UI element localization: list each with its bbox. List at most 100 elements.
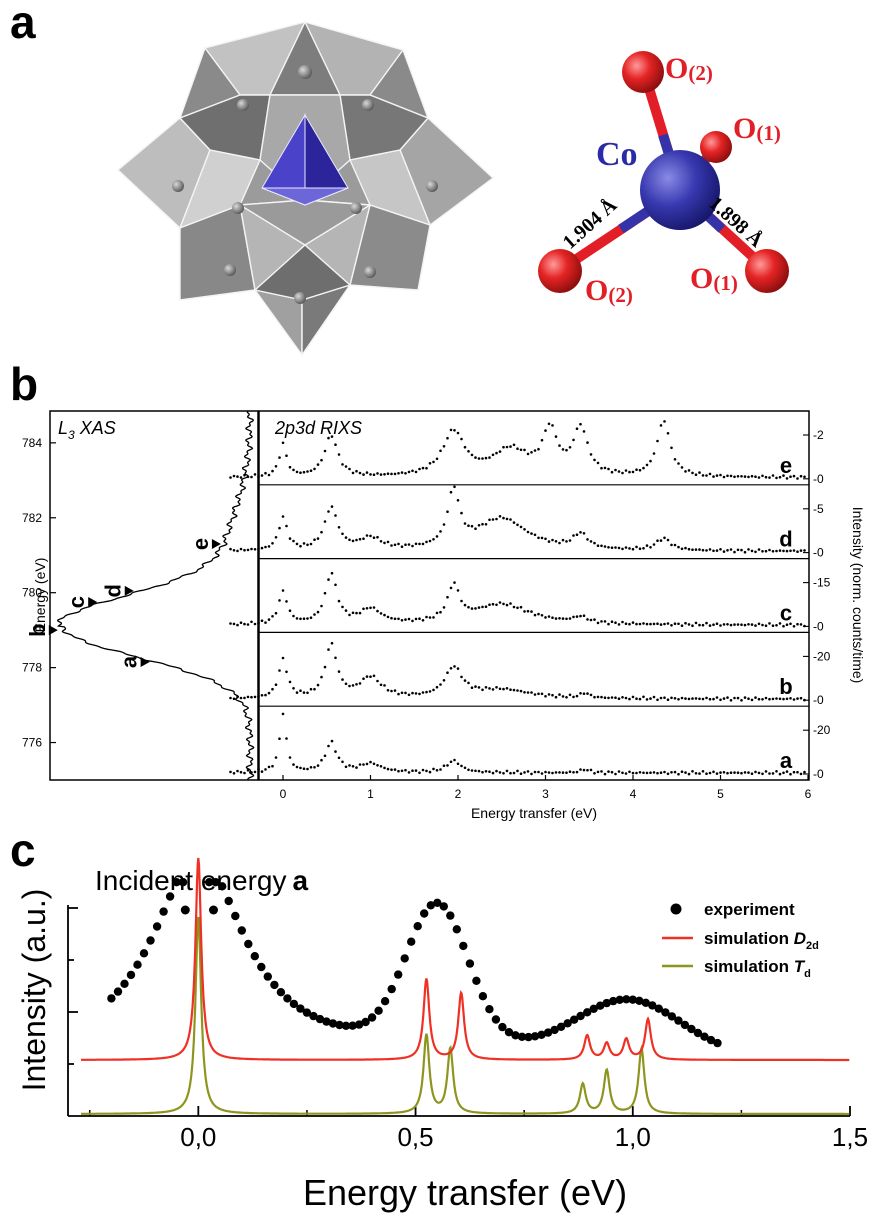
rixs-point — [425, 690, 428, 694]
rixs-point — [274, 683, 278, 686]
rixs-point — [540, 438, 544, 442]
rixs-point — [607, 546, 610, 549]
rixs-point — [568, 693, 572, 697]
rixs-point — [537, 447, 540, 451]
rixs-point — [299, 689, 302, 692]
rixs-point — [575, 427, 579, 431]
rixs-point — [799, 549, 803, 552]
rixs-point — [712, 549, 715, 553]
rixs-point — [701, 770, 705, 773]
rixs-point — [785, 477, 789, 480]
rixs-point — [509, 602, 512, 605]
rixs-point — [302, 542, 306, 545]
rixs-point — [481, 605, 484, 609]
rixs-point — [488, 687, 491, 690]
rixs-point — [239, 547, 243, 551]
rixs-point — [715, 549, 719, 552]
rixs-point — [729, 771, 733, 774]
panel-label-a: a — [10, 0, 36, 48]
rixs-point — [404, 768, 407, 772]
rixs-point — [782, 474, 785, 477]
experiment-point — [517, 1032, 527, 1042]
rixs-point — [456, 431, 460, 435]
rixs-point — [313, 538, 316, 541]
rixs-point — [726, 549, 729, 552]
rixs-point — [691, 770, 694, 773]
experiment-point — [485, 1005, 494, 1014]
rixs-point — [285, 454, 288, 458]
rixs-point — [271, 764, 274, 768]
rixs-point — [407, 771, 411, 774]
rixs-point — [341, 605, 344, 609]
rixs-point — [435, 457, 439, 461]
rixs-point — [635, 622, 638, 626]
rixs-point — [302, 470, 306, 474]
rixs-point — [229, 770, 232, 774]
rixs-point — [232, 622, 236, 626]
rixs-point — [778, 622, 782, 625]
rixs-point — [400, 619, 404, 622]
xas-frame — [49, 410, 259, 781]
rixs-point — [334, 583, 337, 587]
rixs-point — [792, 770, 796, 774]
rixs-point — [435, 685, 439, 689]
rixs-point — [754, 770, 757, 774]
experiment-point — [180, 905, 190, 915]
rixs-point — [684, 621, 687, 625]
rixs-point — [278, 456, 281, 459]
rixs-point — [516, 606, 519, 610]
rixs-point — [463, 766, 467, 770]
rixs-point — [260, 770, 264, 773]
rixs-point — [264, 471, 267, 475]
atom-label-o2-bottom: O(2) — [585, 274, 633, 307]
rixs-point — [673, 543, 677, 547]
rixs-point — [362, 473, 365, 476]
rixs-point — [677, 698, 680, 701]
rixs-point — [547, 693, 551, 696]
rixs-point — [659, 539, 663, 542]
rixs-point — [502, 602, 505, 606]
rixs-point — [719, 473, 722, 477]
rixs-point — [603, 772, 607, 776]
rixs-point — [257, 547, 260, 551]
rixs-point — [631, 695, 635, 699]
rixs-point — [631, 547, 635, 551]
rixs-point — [453, 665, 456, 668]
rixs-point — [316, 537, 320, 540]
xas-ytick-label: 782 — [22, 511, 42, 525]
experiment-point — [537, 1030, 546, 1040]
rixs-point — [516, 447, 519, 451]
rixs-point — [299, 617, 302, 621]
rixs-point — [453, 758, 456, 762]
rixs-point — [383, 684, 386, 687]
rixs-point — [614, 696, 617, 699]
rixs-point — [694, 697, 698, 700]
experiment-point — [706, 1035, 716, 1045]
rixs-point — [621, 696, 624, 699]
rixs-point — [785, 770, 789, 773]
xas-marker-d — [124, 585, 134, 596]
rixs-point — [355, 469, 358, 473]
rixs-point — [691, 624, 694, 627]
rixs-point — [358, 763, 362, 766]
rixs-point — [803, 770, 806, 774]
rixs-point — [593, 541, 596, 545]
rixs-point — [365, 762, 369, 766]
rixs-point — [334, 750, 337, 753]
rixs-point — [477, 457, 481, 460]
rixs-point — [568, 446, 572, 449]
rixs-point — [785, 697, 789, 701]
rixs-xlabel: Energy transfer (eV) — [471, 805, 597, 821]
rixs-point — [624, 469, 628, 472]
rixs-point — [334, 656, 337, 660]
rixs-point — [295, 765, 299, 769]
experiment-point — [596, 1001, 605, 1010]
rixs-point — [705, 772, 708, 775]
rixs-point — [547, 615, 551, 618]
rixs-point — [288, 609, 292, 612]
rixs-point — [295, 470, 299, 474]
rixs-point — [512, 771, 516, 775]
rixs-point — [467, 768, 470, 772]
rixs-point — [740, 771, 743, 775]
rixs-point — [652, 452, 656, 455]
